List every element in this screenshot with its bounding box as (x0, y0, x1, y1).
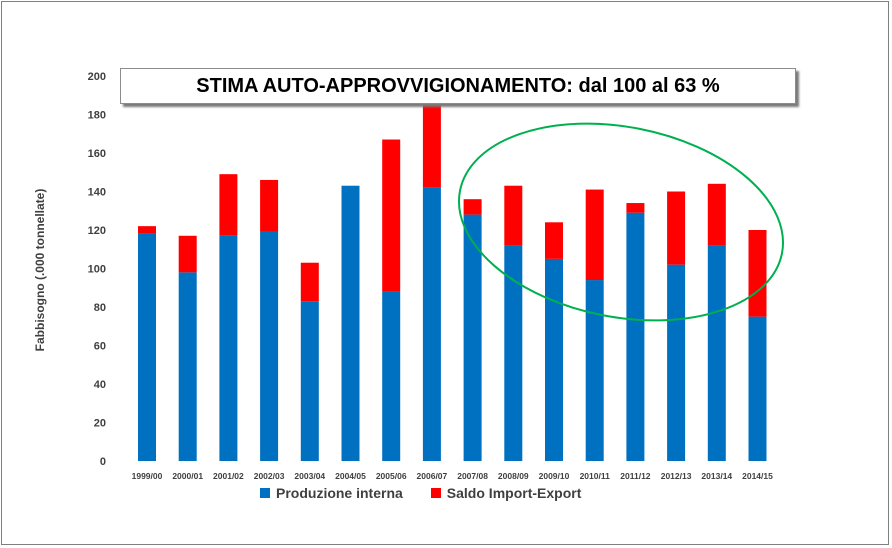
x-tick-label: 2001/02 (213, 471, 244, 481)
bar-produzione-interna (422, 187, 441, 461)
bar-produzione-interna (748, 316, 767, 461)
x-tick-label: 2014/15 (742, 471, 773, 481)
x-tick-label: 2009/10 (539, 471, 570, 481)
bar-saldo-import-export (138, 226, 156, 234)
bar-produzione-interna (138, 233, 156, 461)
chart-title: STIMA AUTO-APPROVVIGIONAMENTO: dal 100 a… (120, 68, 796, 104)
bar-saldo-import-export (626, 203, 645, 213)
bar-saldo-import-export (748, 230, 767, 317)
bar-saldo-import-export (219, 174, 238, 236)
x-tick-label: 2003/04 (294, 471, 325, 481)
y-tick-label: 140 (88, 187, 106, 199)
x-tick-label: 2000/01 (172, 471, 203, 481)
x-tick-label: 2013/14 (701, 471, 732, 481)
y-tick-label: 180 (88, 110, 106, 122)
legend-label-produzione: Produzione interna (276, 485, 403, 501)
bar-produzione-interna (300, 301, 319, 461)
y-tick-label: 200 (88, 71, 106, 83)
y-tick-label: 0 (100, 456, 106, 468)
y-tick-label: 40 (94, 379, 106, 391)
y-tick-label: 20 (94, 418, 106, 430)
x-tick-label: 2006/07 (417, 471, 448, 481)
bar-saldo-import-export (422, 104, 441, 188)
bar-saldo-import-export (260, 179, 279, 232)
bar-saldo-import-export (300, 262, 319, 302)
y-tick-label: 120 (88, 225, 106, 237)
y-tick-label: 160 (88, 148, 106, 160)
bar-produzione-interna (341, 185, 360, 461)
legend-item-saldo: Saldo Import-Export (430, 485, 582, 501)
bar-saldo-import-export (382, 139, 401, 292)
x-tick-label: 2011/12 (620, 471, 651, 481)
x-tick-label: 2010/11 (580, 471, 611, 481)
y-tick-label: 100 (88, 264, 106, 276)
legend-swatch-produzione (260, 488, 270, 498)
x-tick-label: 2007/08 (457, 471, 488, 481)
legend-item-produzione: Produzione interna (260, 485, 403, 501)
bar-saldo-import-export (585, 189, 604, 281)
x-tick-label: 2004/05 (335, 471, 366, 481)
x-tick-label: 2008/09 (498, 471, 529, 481)
bar-produzione-interna (260, 231, 279, 461)
bar-produzione-interna (504, 245, 523, 461)
bar-produzione-interna (219, 235, 238, 461)
x-tick-label: 2012/13 (661, 471, 692, 481)
legend: Produzione interna Saldo Import-Export (260, 485, 609, 501)
bar-produzione-interna (626, 212, 645, 461)
bar-produzione-interna (463, 214, 482, 461)
bar-saldo-import-export (504, 185, 523, 246)
bar-produzione-interna (178, 272, 197, 461)
bar-produzione-interna (382, 291, 401, 461)
y-tick-label: 60 (94, 341, 106, 353)
highlight-ellipse (457, 122, 785, 322)
x-tick-label: 2005/06 (376, 471, 407, 481)
bar-saldo-import-export (707, 183, 726, 246)
bar-saldo-import-export (545, 222, 563, 259)
legend-label-saldo: Saldo Import-Export (446, 485, 582, 501)
bar-saldo-import-export (178, 235, 197, 273)
bar-produzione-interna (545, 258, 563, 461)
legend-swatch-saldo (430, 488, 441, 498)
bar-produzione-interna (667, 264, 686, 461)
bar-produzione-interna (707, 245, 726, 461)
bar-saldo-import-export (463, 199, 482, 215)
y-axis-label: Fabbisogno (.000 tonnellate) (33, 188, 47, 352)
x-tick-label: 1999/00 (132, 471, 163, 481)
x-tick-label: 2002/03 (254, 471, 285, 481)
bar-produzione-interna (585, 280, 604, 461)
bar-saldo-import-export (667, 191, 686, 265)
y-tick-label: 80 (94, 302, 106, 314)
